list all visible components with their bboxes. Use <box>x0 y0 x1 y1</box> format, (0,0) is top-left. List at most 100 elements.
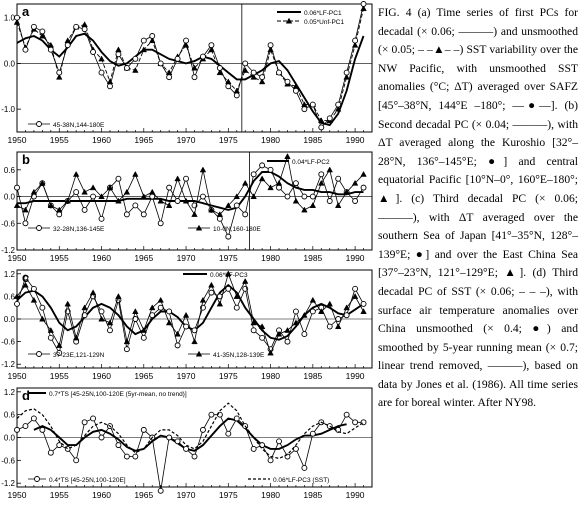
data-point <box>47 46 54 53</box>
data-point <box>225 83 232 90</box>
data-point <box>89 184 97 191</box>
legend-label: 10-0N,160-180E <box>213 226 261 233</box>
data-point <box>208 411 215 418</box>
series-d-3 <box>16 402 364 460</box>
data-point <box>250 327 257 334</box>
x-tick-label: 1960 <box>92 253 111 263</box>
data-point <box>90 415 97 422</box>
data-point <box>132 308 139 314</box>
data-point <box>200 193 206 200</box>
data-point <box>98 55 105 62</box>
x-tick-label: 1985 <box>303 371 322 381</box>
legend-entry: 0.06*LF-PC3 <box>183 272 248 279</box>
y-tick-label: 1.2 <box>4 270 16 279</box>
data-point <box>89 289 97 296</box>
data-point <box>326 300 333 307</box>
data-point <box>208 289 215 296</box>
data-point <box>259 74 266 81</box>
data-point <box>81 304 88 311</box>
panel-label: c <box>22 270 29 285</box>
legend-label: 41-35N,128-139E <box>213 352 265 359</box>
data-point <box>267 184 274 191</box>
data-point <box>72 334 80 341</box>
y-tick-label: -0.6 <box>1 456 15 465</box>
data-point <box>39 315 46 322</box>
data-point <box>259 162 266 169</box>
y-tick-label: 0.6 <box>4 166 16 175</box>
data-point <box>72 170 80 177</box>
data-point <box>14 14 20 21</box>
data-point <box>292 87 299 94</box>
series-c-2 <box>14 274 367 356</box>
data-point <box>191 74 198 81</box>
data-point <box>115 46 122 53</box>
x-tick-label: 1990 <box>346 135 365 145</box>
data-point <box>174 55 181 62</box>
data-point <box>30 296 38 303</box>
data-point <box>174 175 181 182</box>
legend-entry: 0.7*TS [45-25N,100-120E (5yr-mean, no tr… <box>28 391 187 398</box>
data-point <box>360 308 367 314</box>
x-tick-label: 1965 <box>134 253 153 263</box>
series-b-3 <box>13 153 367 217</box>
x-tick-label: 1955 <box>50 135 69 145</box>
data-point <box>47 202 55 208</box>
data-point <box>157 60 164 67</box>
data-point <box>309 193 316 200</box>
data-point <box>276 69 282 76</box>
data-point <box>106 319 114 326</box>
data-point <box>166 308 173 315</box>
data-point <box>39 426 46 433</box>
data-point <box>275 179 283 186</box>
data-point <box>284 326 291 333</box>
data-point <box>208 281 215 288</box>
series-b-2 <box>14 162 367 240</box>
data-point <box>233 193 240 200</box>
data-point <box>123 211 130 218</box>
data-point <box>326 166 333 173</box>
x-tick-label: 1950 <box>8 253 27 263</box>
data-point <box>22 274 29 281</box>
data-point <box>183 37 189 44</box>
data-point <box>98 315 105 322</box>
data-point <box>250 319 257 326</box>
data-point <box>334 323 342 330</box>
data-point <box>360 184 367 191</box>
x-tick-label: 1955 <box>50 490 69 500</box>
data-point <box>73 189 80 196</box>
data-point <box>123 346 130 353</box>
data-point <box>242 60 249 67</box>
panel-label: b <box>22 152 30 167</box>
data-point <box>123 65 130 71</box>
data-point <box>182 311 190 318</box>
x-tick-label: 1990 <box>346 371 365 381</box>
x-tick-label: 1980 <box>261 371 280 381</box>
data-point <box>140 426 147 433</box>
data-point <box>47 334 54 341</box>
data-point <box>191 64 198 71</box>
y-tick-label: -1.2 <box>1 360 15 369</box>
data-point <box>98 193 105 200</box>
data-point <box>241 277 249 284</box>
data-point <box>14 184 20 191</box>
x-tick-label: 1990 <box>346 253 365 263</box>
x-tick-label: 1975 <box>219 135 238 145</box>
data-point <box>22 206 29 213</box>
x-tick-label: 1985 <box>303 490 322 500</box>
caption-fig-label: FIG. 4 <box>378 6 412 19</box>
panel-label: a <box>22 4 30 19</box>
caption-text: (a) Time series of first PCs for decadal… <box>378 6 578 410</box>
data-point <box>165 202 173 208</box>
data-point <box>225 233 232 240</box>
x-tick-label: 1975 <box>219 490 238 500</box>
y-tick-label: 1.0 <box>4 14 16 23</box>
data-point <box>149 188 156 195</box>
data-point <box>140 37 147 44</box>
x-tick-label: 1950 <box>8 135 27 145</box>
data-point <box>140 193 148 200</box>
data-point <box>301 206 308 213</box>
data-point <box>326 323 333 330</box>
data-point <box>284 193 291 200</box>
data-point <box>56 69 63 76</box>
